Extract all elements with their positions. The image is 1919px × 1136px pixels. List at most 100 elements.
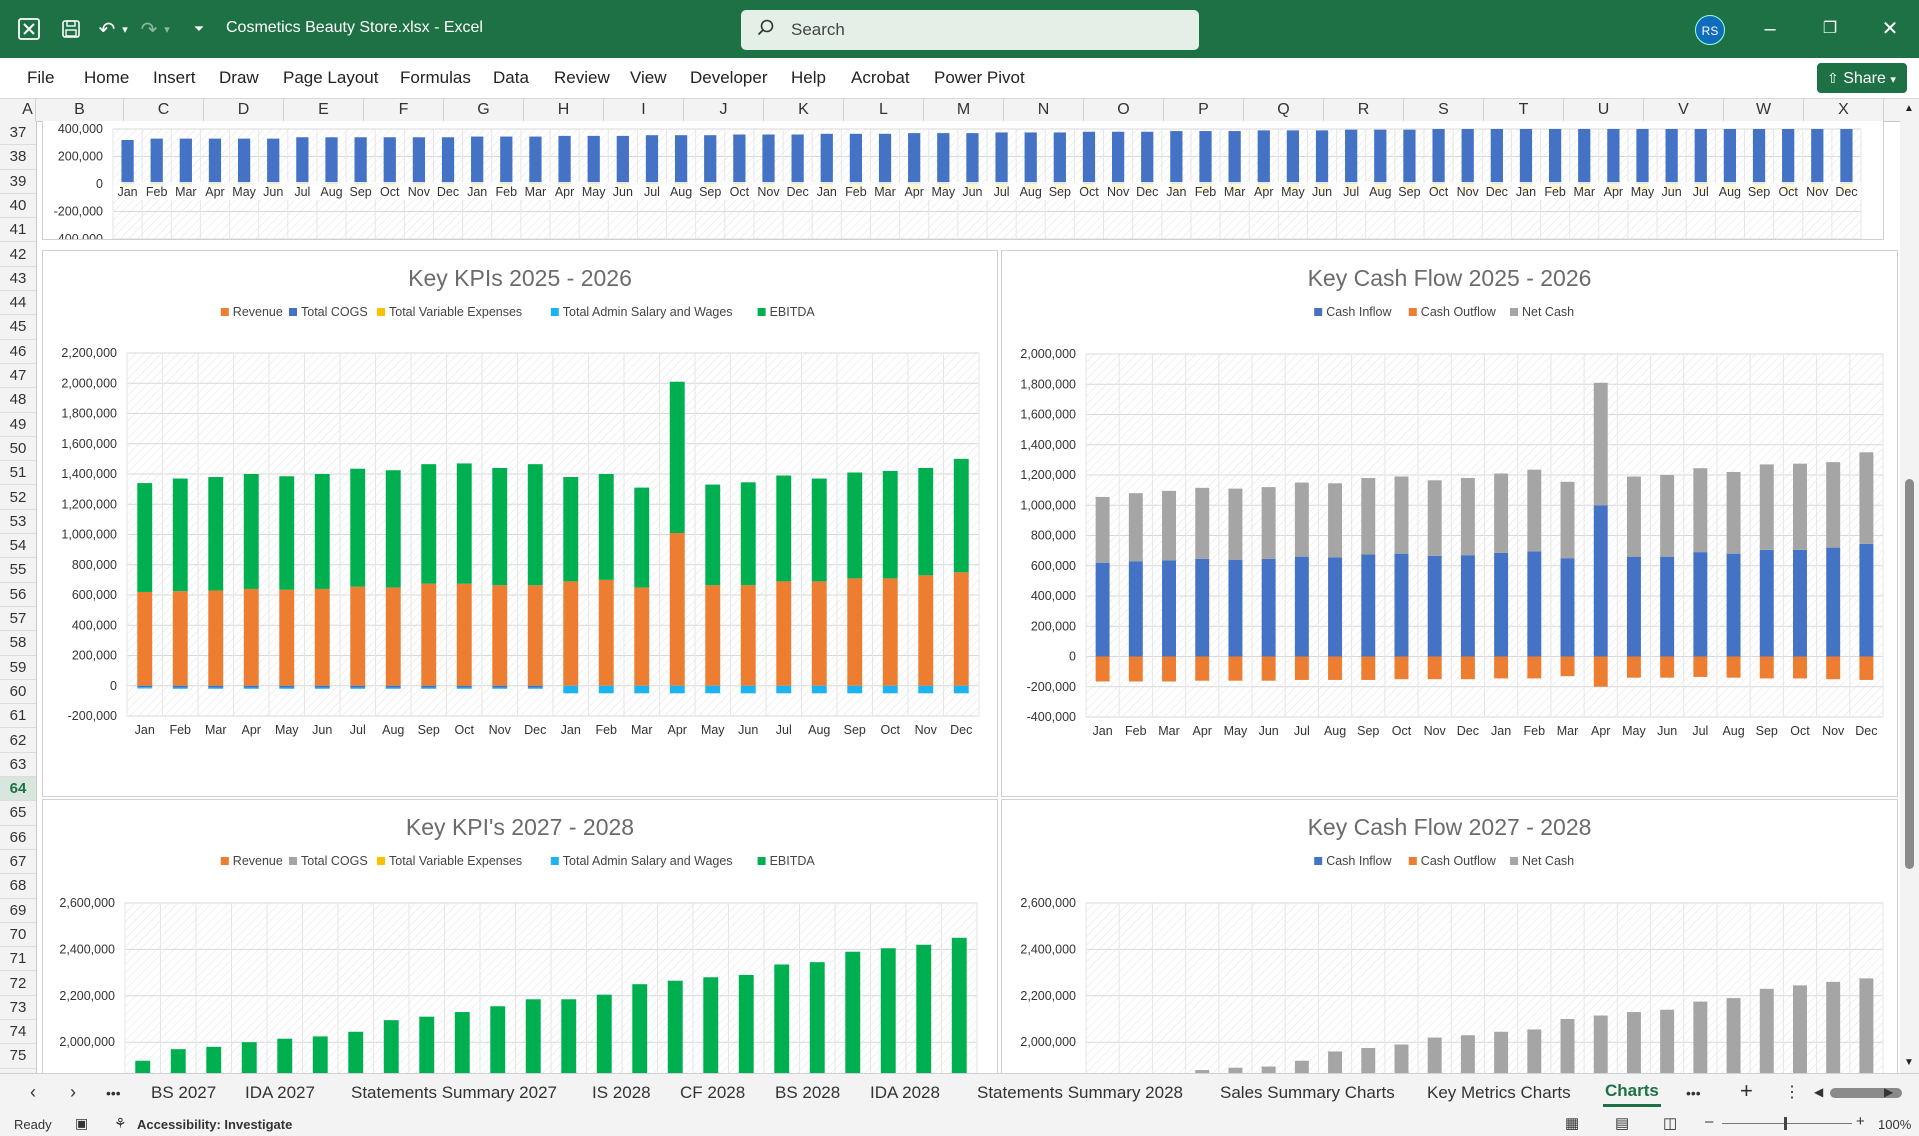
sheet-tab-active[interactable]: Charts [1603, 1081, 1661, 1107]
row-header-37[interactable]: 37 [0, 121, 36, 146]
sheet-tab[interactable]: Statements Summary 2027 [351, 1083, 557, 1102]
row-header-61[interactable]: 61 [0, 704, 36, 729]
column-header-m[interactable]: M [924, 99, 1004, 121]
row-header-62[interactable]: 62 [0, 729, 36, 753]
row-header-70[interactable]: 70 [0, 923, 36, 948]
column-header-i[interactable]: I [604, 99, 684, 121]
next-sheet-icon[interactable]: › [70, 1082, 76, 1102]
row-header-57[interactable]: 57 [0, 607, 36, 632]
sheet-tab[interactable]: BS 2028 [775, 1083, 841, 1102]
row-header-46[interactable]: 46 [0, 340, 36, 364]
row-header-55[interactable]: 55 [0, 558, 36, 583]
row-header-39[interactable]: 39 [0, 170, 36, 194]
page-layout-view-icon[interactable]: ▤ [1615, 1115, 1630, 1132]
save-icon[interactable] [56, 15, 86, 43]
row-header-40[interactable]: 40 [0, 194, 36, 219]
tab-data[interactable]: Data [493, 68, 529, 87]
zoom-out-icon[interactable]: – [1705, 1113, 1714, 1130]
row-header-64[interactable]: 64 [0, 777, 36, 802]
row-header-38[interactable]: 38 [0, 145, 36, 170]
column-header-r[interactable]: R [1324, 99, 1404, 121]
tab-insert[interactable]: Insert [153, 68, 196, 87]
row-header-47[interactable]: 47 [0, 364, 36, 389]
zoom-level[interactable]: 100% [1878, 1117, 1912, 1132]
tab-acrobat[interactable]: Acrobat [851, 68, 910, 87]
column-header-p[interactable]: P [1164, 99, 1244, 121]
chart-key-kpis-2027-2028[interactable]: Key KPI's 2027 - 2028 Revenue Total COGS To… [42, 799, 998, 1073]
row-header-54[interactable]: 54 [0, 534, 36, 559]
row-header-68[interactable]: 68 [0, 874, 36, 899]
column-header-l[interactable]: L [844, 99, 924, 121]
sheet-tab[interactable]: IDA 2027 [245, 1083, 315, 1102]
row-header-52[interactable]: 52 [0, 486, 36, 510]
column-header-n[interactable]: N [1004, 99, 1084, 121]
close-icon[interactable]: ✕ [1881, 18, 1899, 40]
column-header-j[interactable]: J [684, 99, 764, 121]
column-header-c[interactable]: C [124, 99, 204, 121]
sheet-tab[interactable]: Statements Summary 2028 [977, 1083, 1183, 1102]
row-header-51[interactable]: 51 [0, 461, 36, 486]
chart-key-kpis-2025-2026[interactable]: Key KPIs 2025 - 2026 Revenue Total COGS Tot… [42, 250, 998, 797]
undo-dropdown-icon[interactable]: ▾ [122, 23, 128, 36]
row-header-65[interactable]: 65 [0, 801, 36, 826]
row-header-69[interactable]: 69 [0, 899, 36, 923]
tab-review[interactable]: Review [554, 68, 610, 87]
horizontal-scrollbar-thumb[interactable] [1830, 1088, 1902, 1098]
tab-page-layout[interactable]: Page Layout [283, 68, 379, 87]
scrollbar-thumb[interactable] [1905, 479, 1914, 869]
sheet-tab[interactable]: CF 2028 [680, 1083, 746, 1102]
accessibility-icon[interactable]: ⚘ [114, 1115, 127, 1131]
column-header-u[interactable]: U [1564, 99, 1644, 121]
chart-key-cash-flow-2025-2026[interactable]: Key Cash Flow 2025 - 2026 Cash Inflow Cash… [1001, 250, 1898, 797]
sheet-tab[interactable]: IDA 2028 [870, 1083, 940, 1102]
minimize-icon[interactable]: – [1764, 18, 1776, 40]
options-icon[interactable]: ⋮ [1784, 1084, 1800, 1101]
avatar[interactable]: RS [1695, 15, 1725, 45]
chart-top-monthly[interactable]: 400,000 200,000 0 -200,000 -400,000 Jan Feb Mar… [42, 121, 1884, 246]
column-header-d[interactable]: D [204, 99, 284, 121]
row-header-43[interactable]: 43 [0, 267, 36, 292]
tab-help[interactable]: Help [791, 68, 826, 87]
normal-view-icon[interactable]: ▦ [1565, 1115, 1580, 1132]
row-header-50[interactable]: 50 [0, 437, 36, 462]
column-header-v[interactable]: V [1644, 99, 1724, 121]
tab-developer[interactable]: Developer [690, 68, 768, 87]
row-header-45[interactable]: 45 [0, 315, 36, 340]
row-header-66[interactable]: 66 [0, 826, 36, 850]
row-header-63[interactable]: 63 [0, 753, 36, 778]
row-header-75[interactable]: 75 [0, 1044, 36, 1069]
column-header-x[interactable]: X [1804, 99, 1884, 121]
row-header-60[interactable]: 60 [0, 680, 36, 705]
column-header-q[interactable]: Q [1244, 99, 1324, 121]
prev-sheet-icon[interactable]: ‹ [30, 1082, 36, 1102]
tab-draw[interactable]: Draw [219, 68, 259, 87]
column-header-t[interactable]: T [1484, 99, 1564, 121]
row-header-56[interactable]: 56 [0, 583, 36, 607]
tab-file[interactable]: File [27, 68, 55, 87]
share-button[interactable]: ⇧ Share ▾ [1817, 63, 1907, 93]
more-tabs-icon[interactable]: ••• [1686, 1085, 1701, 1101]
more-sheets-icon[interactable]: ••• [106, 1085, 121, 1101]
column-header-a[interactable]: A [20, 99, 36, 121]
column-header-g[interactable]: G [444, 99, 524, 121]
tab-formulas[interactable]: Formulas [400, 68, 471, 87]
row-header-49[interactable]: 49 [0, 413, 36, 437]
redo-icon[interactable]: ↷ [140, 18, 158, 41]
sheet-tab[interactable]: BS 2027 [151, 1083, 217, 1102]
zoom-in-icon[interactable]: + [1856, 1113, 1865, 1130]
row-header-71[interactable]: 71 [0, 947, 36, 972]
row-header-67[interactable]: 67 [0, 850, 36, 875]
row-header-72[interactable]: 72 [0, 972, 36, 996]
row-header-58[interactable]: 58 [0, 631, 36, 656]
restore-icon[interactable]: ❐ [1822, 20, 1838, 37]
sheet-tab[interactable]: IS 2028 [592, 1083, 651, 1102]
sheet-tab[interactable]: Key Metrics Charts [1427, 1083, 1571, 1102]
column-header-h[interactable]: H [524, 99, 604, 121]
row-header-59[interactable]: 59 [0, 656, 36, 680]
zoom-slider[interactable] [1722, 1123, 1852, 1124]
row-header-73[interactable]: 73 [0, 996, 36, 1021]
undo-icon[interactable]: ↶ [98, 18, 116, 41]
hscroll-right-icon[interactable]: ▶ [1884, 1085, 1894, 1099]
tab-view[interactable]: View [630, 68, 667, 87]
column-header-f[interactable]: F [364, 99, 444, 121]
